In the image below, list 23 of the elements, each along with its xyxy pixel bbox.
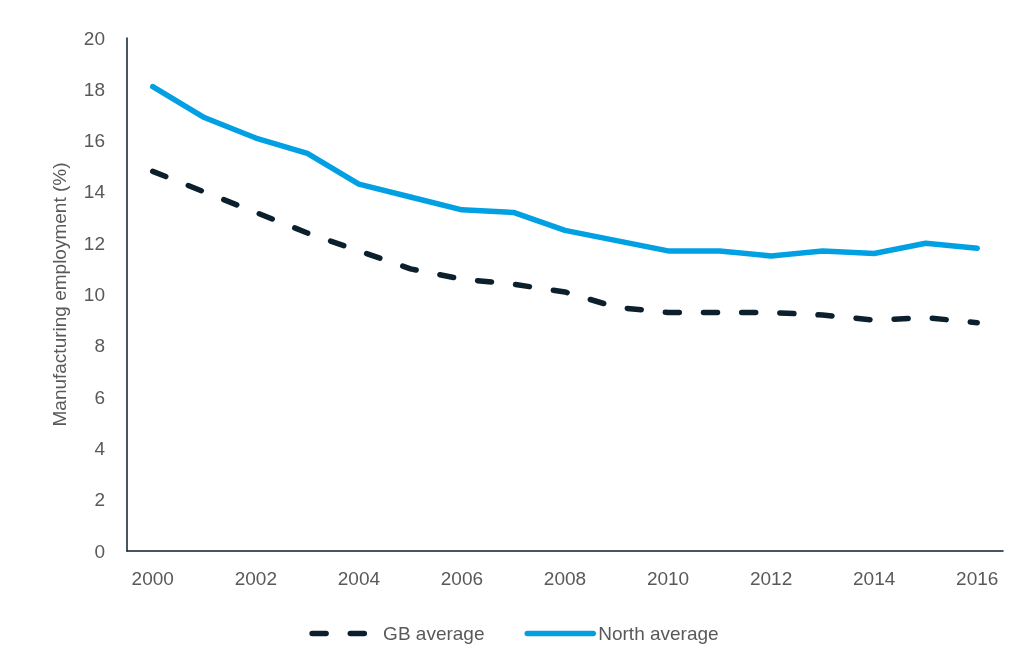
x-tick-label: 2016 (956, 568, 999, 589)
legend-label: GB average (383, 623, 485, 644)
x-tick-label: 2010 (646, 568, 690, 589)
y-tick-label: 20 (83, 27, 105, 49)
y-tick-label: 16 (83, 130, 105, 152)
y-axis-title: Manufacturing employment (%) (49, 162, 70, 427)
x-tick-label: 2014 (853, 568, 896, 589)
y-tick-label: 6 (94, 386, 105, 408)
x-tick-label: 2008 (543, 568, 587, 589)
y-tick-label: 4 (94, 437, 106, 459)
x-tick-label: 2000 (131, 568, 174, 589)
x-tick-label: 2004 (337, 568, 381, 589)
x-tick-label: 2012 (749, 568, 793, 589)
y-tick-label: 14 (83, 181, 106, 203)
y-tick-label: 18 (83, 78, 105, 100)
y-tick-label: 10 (83, 284, 105, 305)
y-tick-label: 0 (94, 540, 105, 562)
x-tick-label: 2006 (440, 568, 484, 589)
legend-label: North average (598, 623, 719, 644)
y-tick-label: 12 (83, 232, 105, 254)
y-tick-label: 8 (94, 335, 105, 357)
x-tick-label: 2002 (234, 568, 277, 589)
y-tick-label: 2 (94, 489, 105, 511)
